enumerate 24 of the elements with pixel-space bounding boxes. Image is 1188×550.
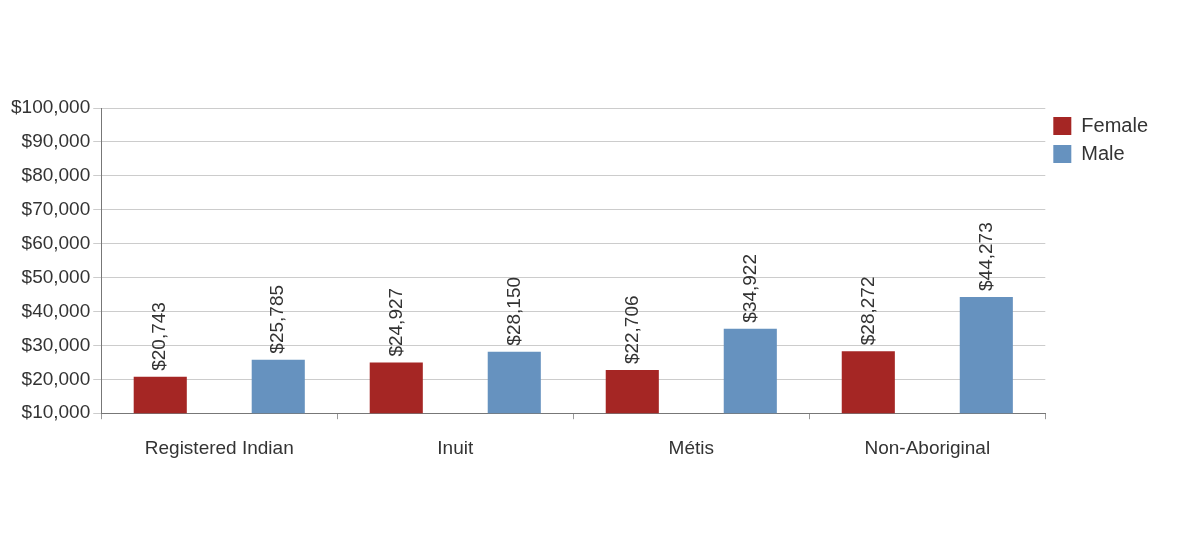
- x-tick-label: Inuit: [437, 436, 474, 458]
- data-label: $20,743: [148, 302, 170, 371]
- data-label: $28,272: [856, 276, 878, 346]
- data-label: $44,273: [974, 222, 996, 291]
- y-tick-label: $100,000: [11, 96, 91, 118]
- data-label: $22,706: [620, 295, 642, 365]
- y-tick-label: $70,000: [21, 197, 91, 219]
- y-tick-label: $10,000: [21, 401, 91, 423]
- x-tick-label: Métis: [668, 436, 714, 458]
- data-label: $34,922: [738, 254, 760, 323]
- data-label: $25,785: [266, 284, 288, 354]
- y-tick-label: $90,000: [21, 130, 91, 152]
- legend-label: Male: [1081, 141, 1125, 164]
- x-tick-label: Non-Aboriginal: [864, 436, 991, 458]
- y-tick-label: $20,000: [21, 367, 91, 389]
- legend-label: Female: [1081, 113, 1149, 136]
- data-label: $24,927: [384, 287, 406, 357]
- x-tick-label: Registered Indian: [144, 436, 294, 458]
- y-tick-label: $50,000: [21, 265, 91, 287]
- y-tick-label: $40,000: [21, 299, 91, 321]
- data-label: $28,150: [502, 276, 524, 346]
- y-tick-label: $60,000: [21, 231, 91, 253]
- y-tick-label: $30,000: [21, 333, 91, 355]
- y-tick-label: $80,000: [21, 164, 91, 186]
